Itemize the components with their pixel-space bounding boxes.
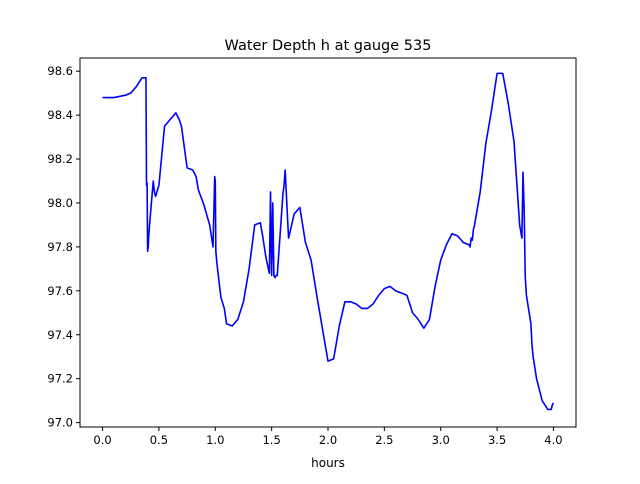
y-tick-label: 98.0 (47, 196, 73, 210)
y-tick-label: 97.6 (47, 284, 73, 298)
y-tick-label: 98.2 (47, 152, 73, 166)
x-tick-label: 1.0 (206, 433, 224, 447)
x-tick-label: 4.0 (544, 433, 562, 447)
series-line-0 (102, 72, 555, 411)
y-tick-label: 98.4 (47, 108, 73, 122)
x-tick-label: 2.5 (375, 433, 393, 447)
y-tick-label: 97.4 (47, 328, 73, 342)
y-tick-label: 98.6 (47, 64, 73, 78)
y-tick-label: 97.0 (47, 416, 73, 430)
y-tick-label: 97.2 (47, 372, 73, 386)
x-axis-label: hours (311, 456, 345, 470)
plot-area (102, 72, 555, 411)
x-tick-label: 3.5 (488, 433, 506, 447)
x-tick-label: 3.0 (432, 433, 450, 447)
x-axis: 0.0 0.5 1.0 1.5 2.0 2.5 3.0 3.5 4.0 (93, 427, 563, 447)
chart-title: Water Depth h at gauge 535 (225, 38, 432, 54)
x-tick-label: 1.5 (262, 433, 280, 447)
x-tick-label: 0.0 (93, 433, 111, 447)
x-tick-label: 0.5 (150, 433, 168, 447)
x-tick-label: 2.0 (319, 433, 337, 447)
axes-frame (79, 57, 577, 428)
y-axis: 97.0 97.2 97.4 97.6 97.8 98.0 98.2 98.4 98.6 (47, 64, 80, 430)
y-tick-label: 97.8 (47, 240, 73, 254)
